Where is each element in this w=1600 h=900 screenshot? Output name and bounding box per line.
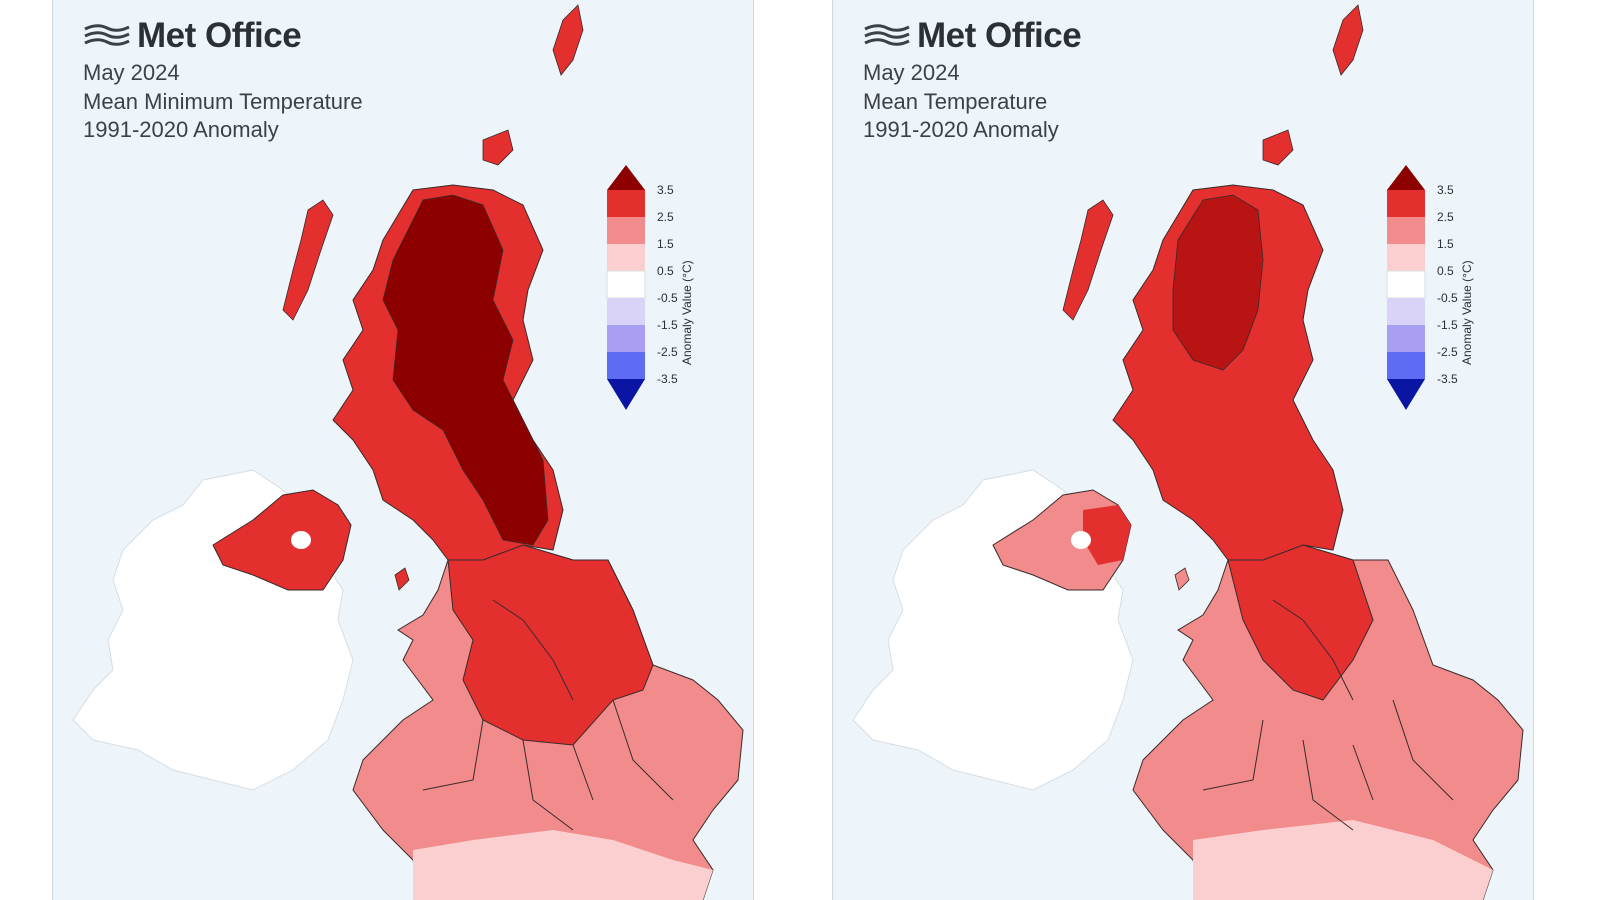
uk-anomaly-map <box>852 4 1524 900</box>
northern-ireland <box>212 489 352 591</box>
legend-swatch <box>607 244 645 271</box>
western-isles <box>1062 199 1114 321</box>
legend-swatch <box>1386 270 1426 299</box>
legend-swatch <box>607 325 645 352</box>
legend-swatch <box>607 217 645 244</box>
legend-tick: -3.5 <box>657 372 678 386</box>
legend-tick: -2.5 <box>1437 345 1458 359</box>
south-coast-pale <box>1193 820 1493 900</box>
western-isles <box>282 199 334 321</box>
legend-swatch <box>607 352 645 379</box>
legend-tick: 0.5 <box>1437 264 1454 278</box>
lough-neagh <box>1071 531 1091 549</box>
england-wales <box>1132 544 1524 900</box>
isle-of-man <box>1174 567 1190 591</box>
met-office-wave-icon <box>864 24 910 46</box>
uk-anomaly-map <box>72 4 744 900</box>
legend-swatch <box>1387 217 1425 244</box>
isle-of-man <box>394 567 410 591</box>
shetland <box>552 4 584 76</box>
anomaly-legend: 3.5 2.5 1.5 0.5 -0.5 -1.5 -2.5 -3.5 Anom… <box>605 165 725 425</box>
legend-swatch <box>1387 352 1425 379</box>
legend-swatch <box>1387 190 1425 217</box>
legend-cap-bottom <box>1387 379 1425 410</box>
map-variable: Mean Minimum Temperature <box>83 89 363 114</box>
map-anomaly-period: 1991-2020 Anomaly <box>863 117 1059 142</box>
map-month: May 2024 <box>83 60 180 85</box>
legend-tick: 1.5 <box>657 237 674 251</box>
legend-cap-top <box>1387 165 1425 190</box>
legend-tick: -0.5 <box>1437 291 1458 305</box>
legend-swatch <box>607 190 645 217</box>
logo-text: Met Office <box>137 16 302 55</box>
legend-tick: -2.5 <box>657 345 678 359</box>
legend-tick: 1.5 <box>1437 237 1454 251</box>
legend-swatch <box>1387 298 1425 325</box>
met-office-logo: Met Office <box>83 16 302 56</box>
scotland <box>1112 184 1344 561</box>
legend-tick: -3.5 <box>1437 372 1458 386</box>
legend-cap-top <box>607 165 645 190</box>
legend-tick: -1.5 <box>657 318 678 332</box>
northern-england <box>447 544 654 746</box>
south-coast-pale <box>413 830 713 900</box>
scotland-dark-core <box>1172 194 1264 371</box>
legend-swatch <box>1387 325 1425 352</box>
map-variable: Mean Temperature <box>863 89 1048 114</box>
scotland-dark-core <box>382 194 549 546</box>
legend-cap-bottom <box>607 379 645 410</box>
legend-tick: 3.5 <box>657 183 674 197</box>
anomaly-legend: 3.5 2.5 1.5 0.5 -0.5 -1.5 -2.5 -3.5 Anom… <box>1385 165 1505 425</box>
legend-tick: 2.5 <box>657 210 674 224</box>
logo-text: Met Office <box>917 16 1082 55</box>
legend-tick: -0.5 <box>657 291 678 305</box>
legend-swatch <box>606 270 646 299</box>
legend-title: Anomaly Value (°C) <box>680 260 694 365</box>
map-panel-mean-temp: Met Office May 2024 Mean Temperature 199… <box>832 0 1534 900</box>
met-office-logo: Met Office <box>863 16 1082 56</box>
legend-title: Anomaly Value (°C) <box>1460 260 1474 365</box>
met-office-wave-icon <box>84 24 130 46</box>
lough-neagh <box>291 531 311 549</box>
orkney <box>482 129 514 166</box>
map-month: May 2024 <box>863 60 960 85</box>
legend-tick: -1.5 <box>1437 318 1458 332</box>
region-boundaries <box>422 599 674 831</box>
legend-tick: 3.5 <box>1437 183 1454 197</box>
region-boundaries <box>1202 599 1454 831</box>
orkney <box>1262 129 1294 166</box>
legend-colorbar <box>606 165 646 410</box>
legend-swatch <box>1387 244 1425 271</box>
map-panel-min-temp: Met Office May 2024 Mean Minimum Tempera… <box>52 0 754 900</box>
legend-tick: 2.5 <box>1437 210 1454 224</box>
legend-swatch <box>607 298 645 325</box>
shetland <box>1332 4 1364 76</box>
map-anomaly-period: 1991-2020 Anomaly <box>83 117 279 142</box>
legend-colorbar <box>1386 165 1426 410</box>
legend-tick: 0.5 <box>657 264 674 278</box>
northern-ireland-east <box>1083 505 1131 565</box>
